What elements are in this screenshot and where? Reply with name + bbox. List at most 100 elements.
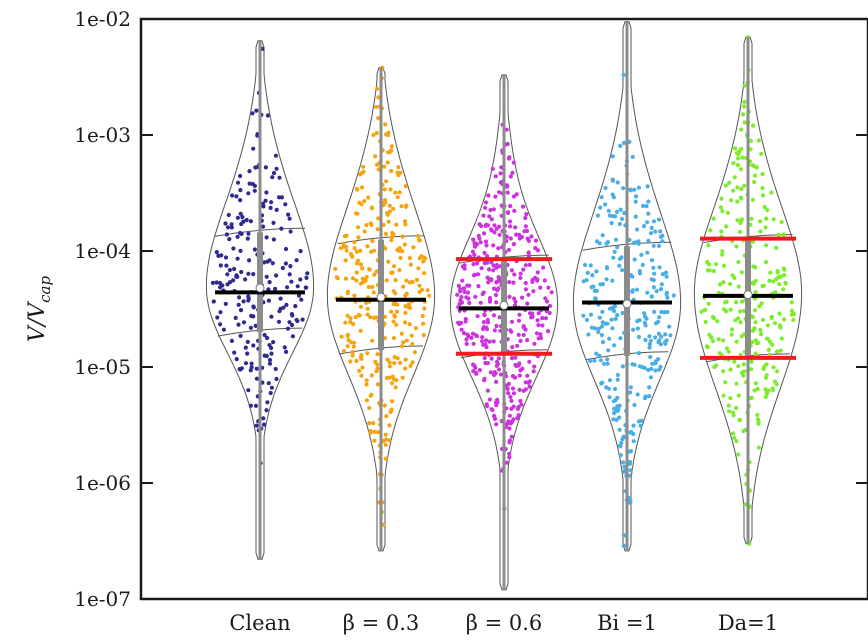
data-point xyxy=(247,169,252,174)
data-point xyxy=(736,364,741,369)
data-point xyxy=(595,213,601,218)
data-point xyxy=(714,363,719,368)
data-point xyxy=(278,296,283,301)
data-point xyxy=(246,388,251,393)
data-point xyxy=(741,362,747,367)
data-point xyxy=(360,185,365,190)
data-point xyxy=(403,184,408,189)
data-point xyxy=(613,316,618,322)
y-tick-label: 1e-02 xyxy=(74,7,131,31)
data-point xyxy=(348,316,353,321)
data-point xyxy=(728,198,734,203)
data-point xyxy=(498,372,504,377)
data-point xyxy=(464,341,469,347)
data-point xyxy=(750,239,756,244)
median-marker xyxy=(376,292,386,302)
data-point xyxy=(762,204,767,210)
data-point xyxy=(389,238,394,243)
data-point xyxy=(736,152,741,157)
data-point xyxy=(739,186,744,192)
data-point xyxy=(753,351,758,356)
data-point xyxy=(636,185,642,190)
data-point xyxy=(601,361,607,366)
data-point xyxy=(403,222,408,227)
data-point xyxy=(471,369,476,374)
data-point xyxy=(406,304,412,309)
data-point xyxy=(607,378,613,383)
data-point xyxy=(408,363,413,368)
data-point xyxy=(538,332,543,337)
data-point xyxy=(710,314,716,320)
data-point xyxy=(757,304,762,309)
data-point xyxy=(494,300,499,305)
data-point xyxy=(374,269,379,274)
data-point xyxy=(632,402,637,408)
data-point xyxy=(395,170,400,175)
data-point xyxy=(356,312,361,317)
data-point xyxy=(403,310,408,315)
data-point xyxy=(735,218,740,223)
data-point xyxy=(621,543,626,548)
data-point xyxy=(727,180,732,185)
data-point xyxy=(274,166,279,171)
data-point xyxy=(766,347,771,352)
data-point xyxy=(348,319,353,325)
data-point xyxy=(612,411,617,416)
data-point xyxy=(633,240,638,245)
data-point xyxy=(463,317,468,322)
data-point xyxy=(783,281,788,286)
data-point xyxy=(732,175,737,180)
data-point xyxy=(484,222,489,227)
data-point xyxy=(504,127,509,132)
data-point xyxy=(523,380,528,385)
data-point xyxy=(481,290,486,295)
data-point xyxy=(372,272,377,277)
data-point xyxy=(614,209,620,214)
data-point xyxy=(238,333,243,338)
data-point xyxy=(599,195,604,200)
data-point xyxy=(486,267,492,272)
data-point xyxy=(517,361,522,366)
data-point xyxy=(458,289,463,294)
data-point xyxy=(235,256,240,261)
data-point xyxy=(265,113,270,118)
data-point xyxy=(610,192,615,197)
data-point xyxy=(483,338,489,343)
data-point xyxy=(293,304,298,309)
data-point xyxy=(740,155,745,160)
data-point xyxy=(299,297,304,302)
data-point xyxy=(720,209,725,214)
data-point xyxy=(267,361,273,366)
data-point xyxy=(218,285,223,290)
data-point xyxy=(599,333,605,338)
data-point xyxy=(620,437,625,442)
data-point xyxy=(273,366,278,372)
data-point xyxy=(724,346,730,351)
data-point xyxy=(742,83,747,88)
data-point xyxy=(216,253,221,258)
data-point xyxy=(416,234,421,239)
data-point xyxy=(651,265,656,270)
data-point xyxy=(737,417,743,423)
data-point xyxy=(492,328,497,333)
data-point xyxy=(487,339,492,344)
data-point xyxy=(631,439,636,444)
data-point xyxy=(632,257,637,262)
data-point xyxy=(352,240,357,245)
data-point xyxy=(763,225,768,230)
data-point xyxy=(387,423,392,428)
data-point xyxy=(240,214,245,220)
data-point xyxy=(391,289,396,294)
data-point xyxy=(600,380,605,385)
data-point xyxy=(341,349,346,354)
data-point xyxy=(613,237,619,242)
data-point xyxy=(620,268,625,273)
data-point xyxy=(350,353,355,358)
data-point xyxy=(411,245,416,250)
data-point xyxy=(227,237,232,242)
data-point xyxy=(732,146,738,151)
data-point xyxy=(615,408,620,413)
data-point xyxy=(525,373,530,378)
data-point xyxy=(593,296,598,301)
data-point xyxy=(703,319,708,324)
